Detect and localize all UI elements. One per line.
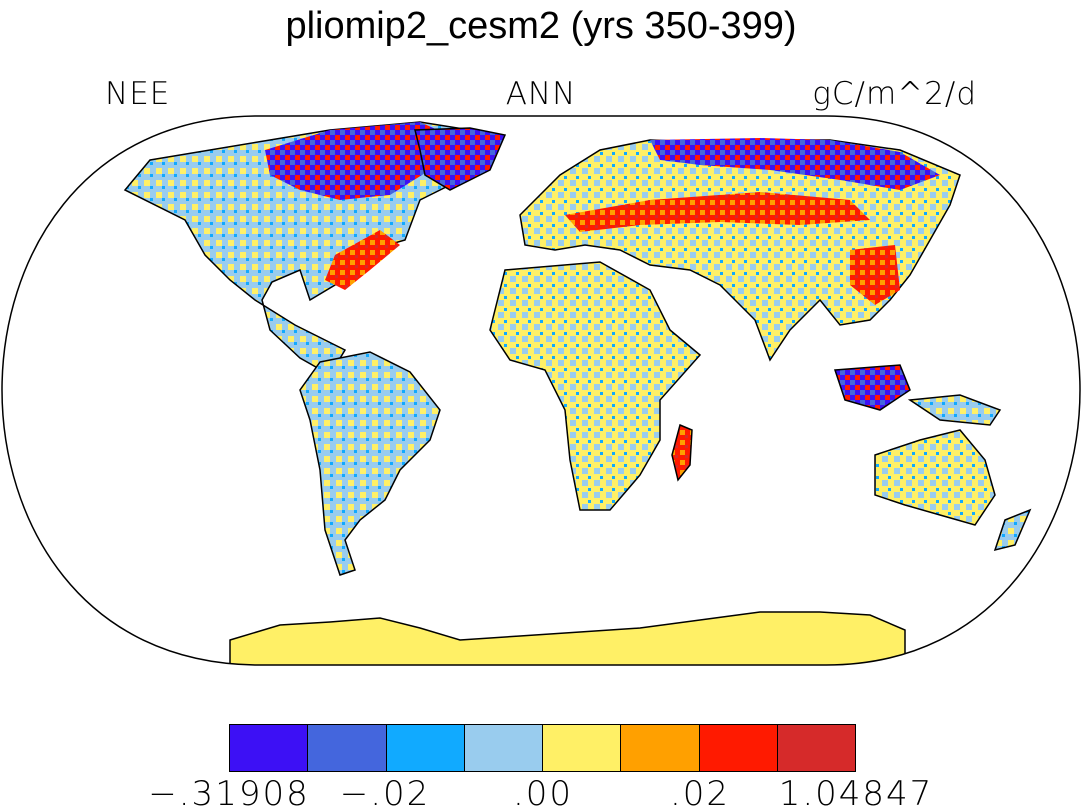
greenland-land	[414, 127, 507, 191]
colorbar-swatch-5	[621, 725, 700, 771]
southeast-asia-land	[833, 364, 911, 411]
east-asia-source	[850, 245, 900, 305]
south-america-land	[299, 351, 441, 576]
colorbar-swatch-0	[230, 725, 309, 771]
colorbar-label-4: 1.04847	[778, 774, 934, 812]
map-title: pliomip2_cesm2 (yrs 350-399)	[285, 5, 797, 47]
variable-label: NEE	[105, 76, 171, 112]
colorbar-swatch-1	[308, 725, 387, 771]
colorbar-swatch-3	[464, 725, 543, 771]
colorbar-label-3: .02	[669, 774, 731, 812]
season-label: ANN	[505, 76, 577, 112]
units-label: gC/m^2/d	[812, 76, 977, 112]
colorbar-label-0: −.31908	[148, 774, 310, 812]
antarctica-land	[229, 611, 906, 665]
eurasia-source-band	[565, 192, 870, 232]
new-zealand-land	[993, 508, 1032, 552]
colorbar-swatch-2	[386, 725, 465, 771]
world-map	[1, 115, 1081, 666]
colorbar-swatch-7	[777, 725, 855, 771]
north-america-east-source	[325, 230, 400, 290]
africa-land	[489, 261, 702, 511]
australia-land	[874, 429, 996, 526]
colorbar-swatch-4	[543, 725, 622, 771]
colorbar-label-1: −.02	[339, 774, 431, 812]
colorbar	[229, 724, 856, 772]
madagascar-land	[671, 423, 693, 482]
colorbar-swatch-6	[699, 725, 778, 771]
north-america-arctic	[265, 122, 460, 200]
land-layer	[123, 121, 1032, 665]
globe-outline	[1, 115, 1081, 666]
siberia-sink	[650, 138, 940, 190]
colorbar-label-2: .00	[512, 774, 574, 812]
indonesia-land	[907, 394, 1002, 426]
